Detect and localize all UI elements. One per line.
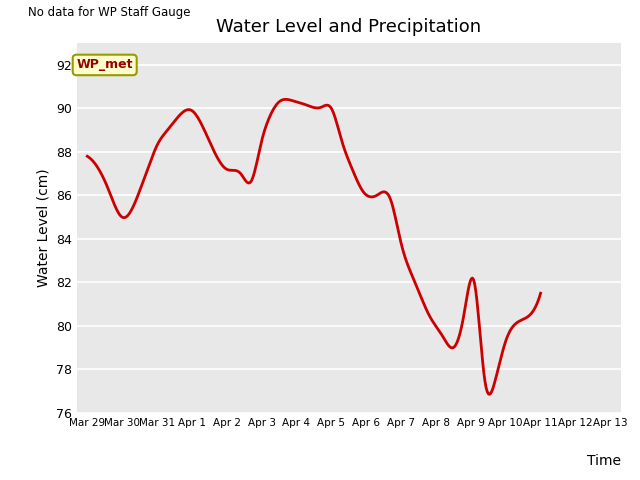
Legend: Water Pressure: Water Pressure [275, 475, 422, 480]
Text: Time: Time [587, 454, 621, 468]
Title: Water Level and Precipitation: Water Level and Precipitation [216, 18, 481, 36]
Y-axis label: Water Level (cm): Water Level (cm) [36, 168, 51, 288]
Text: No data for WP Staff Gauge: No data for WP Staff Gauge [28, 6, 190, 19]
Text: WP_met: WP_met [76, 59, 133, 72]
